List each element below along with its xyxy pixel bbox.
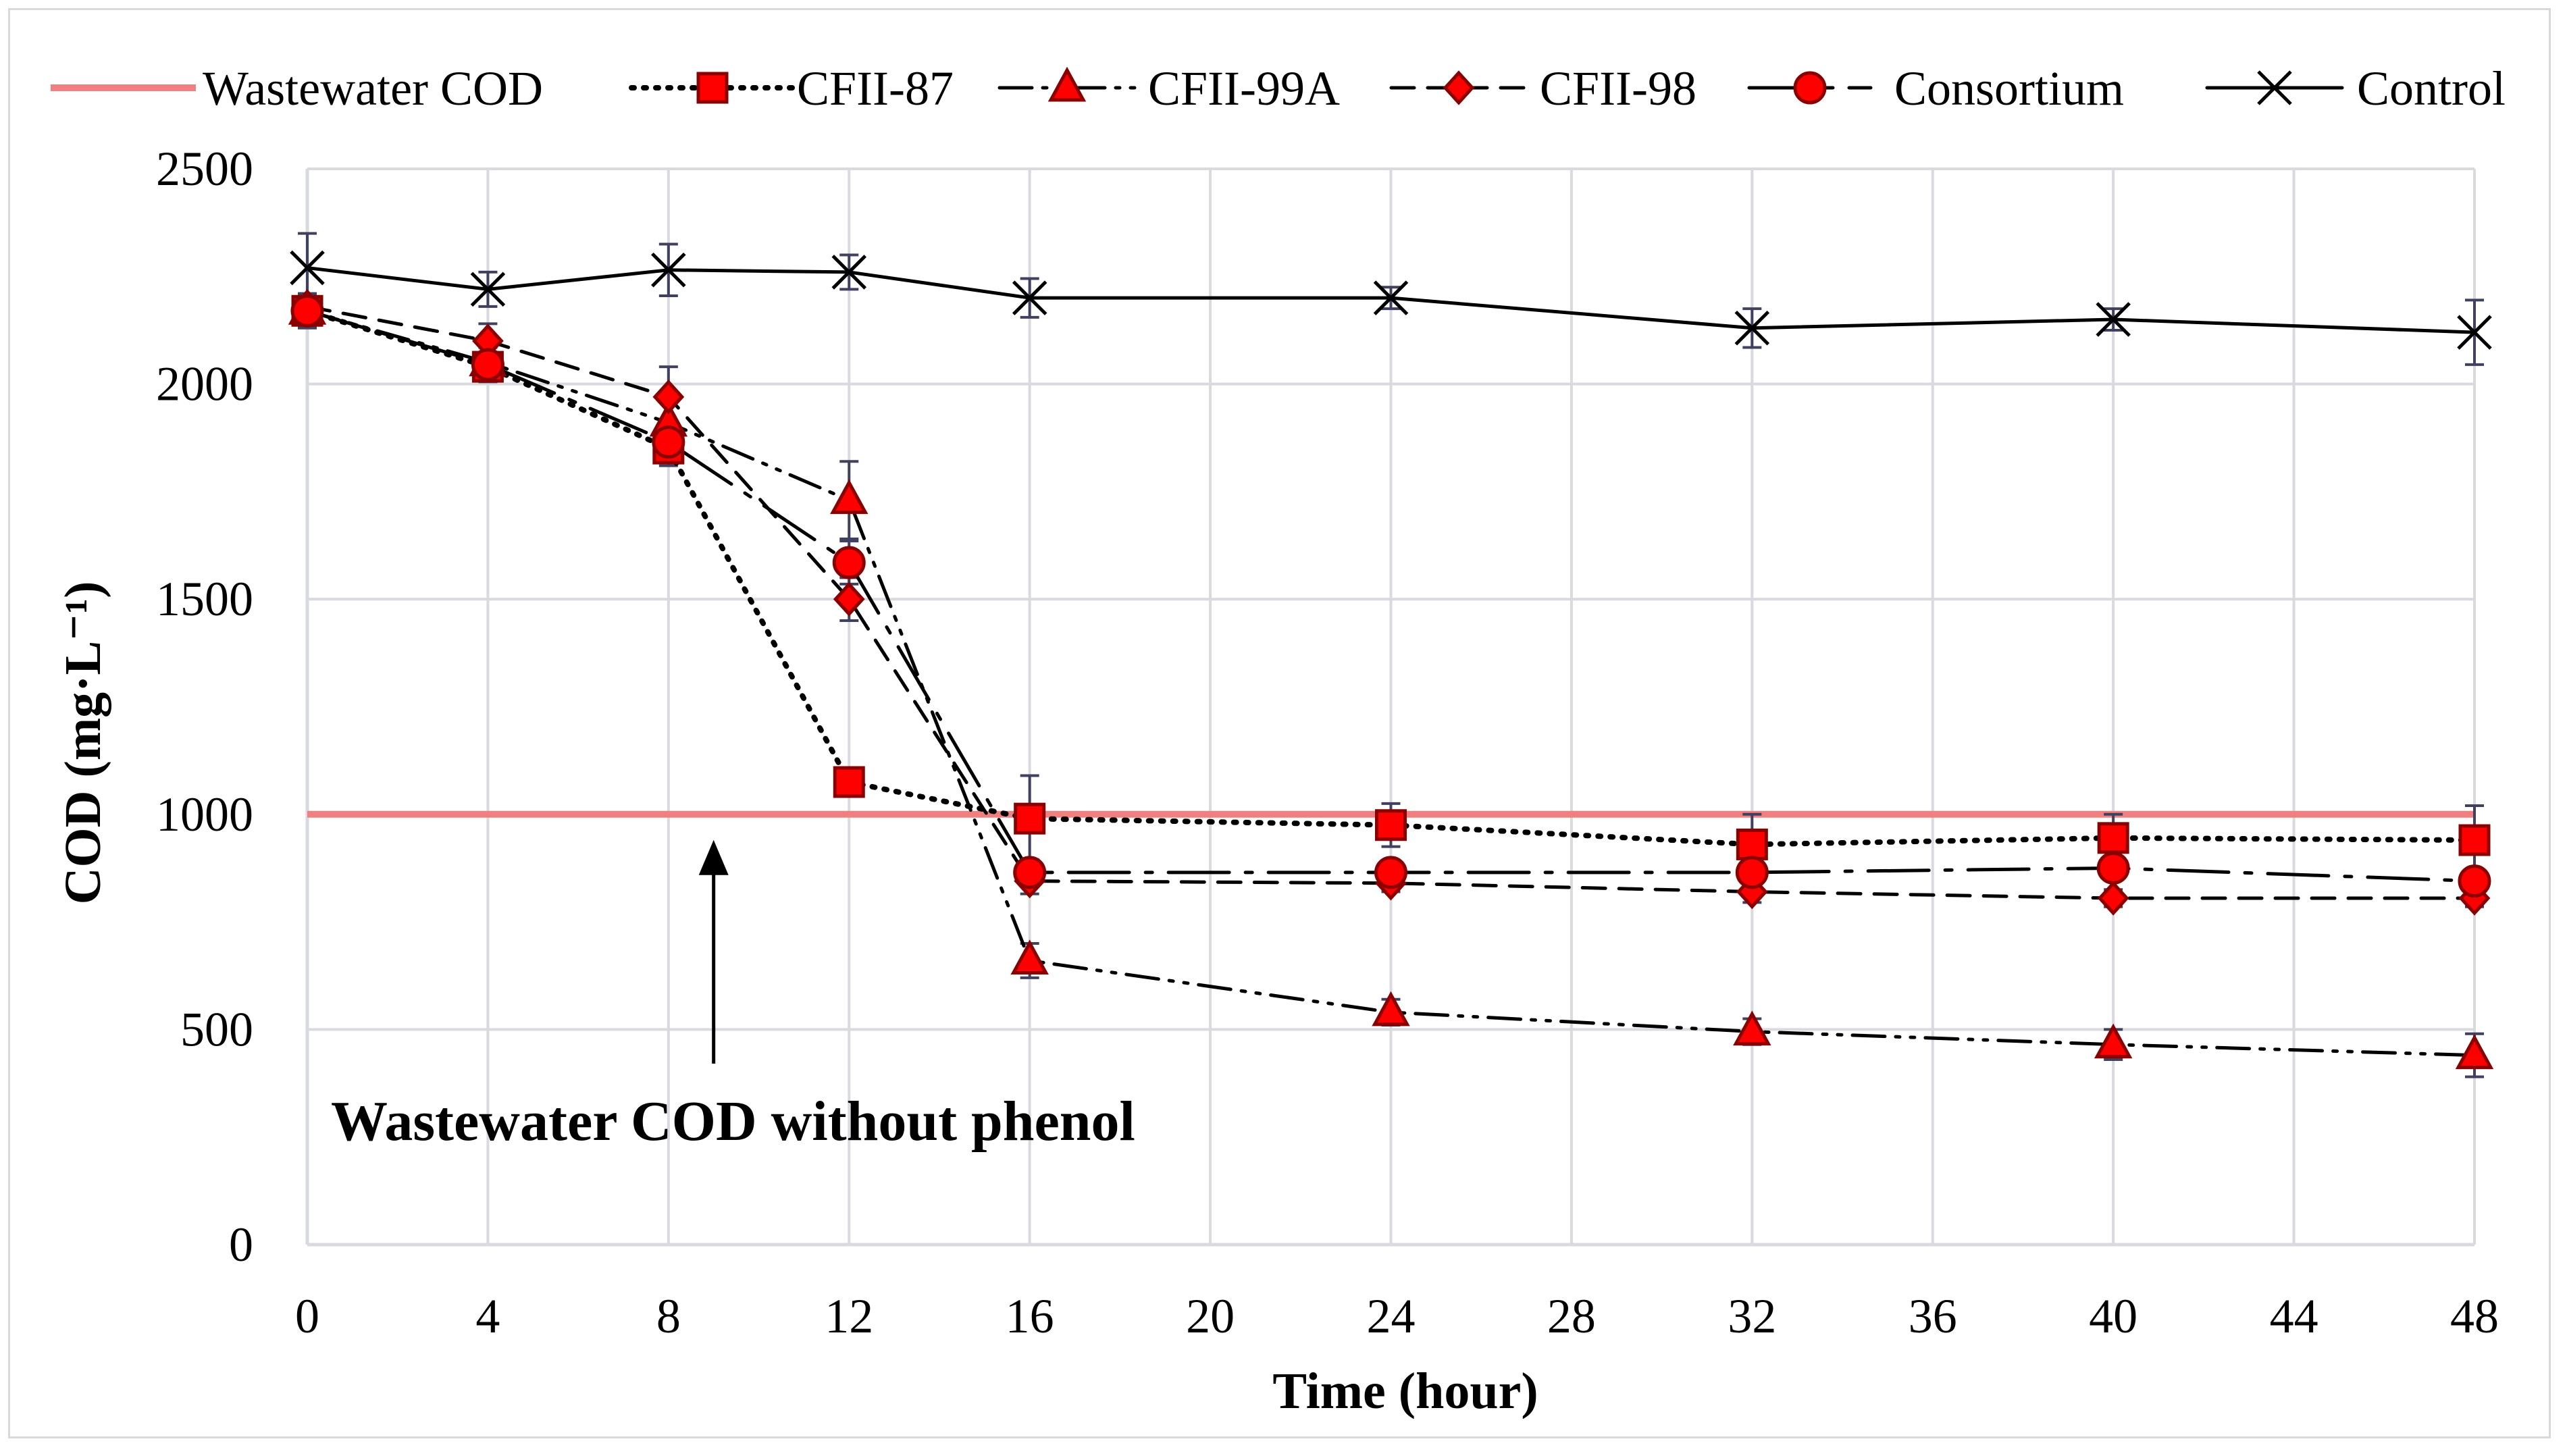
x-tick-label: 0 — [295, 1289, 319, 1343]
x-tick-label: 16 — [1006, 1289, 1054, 1343]
x-tick-label: 8 — [656, 1289, 681, 1343]
x-marker-stroke — [651, 252, 686, 288]
legend-label-cfii-98: CFII-98 — [1540, 61, 1696, 115]
data-point-cfii-98 — [652, 379, 685, 415]
x-tick-label: 40 — [2089, 1289, 2137, 1343]
y-tick-label: 500 — [180, 1002, 253, 1056]
data-point-cfii-87 — [1736, 828, 1768, 860]
legend-label-cfii-99a: CFII-99A — [1148, 61, 1340, 115]
annotation-layer: Wastewater COD without phenol — [331, 839, 1135, 1153]
data-point-cfii-87 — [2097, 822, 2129, 854]
annotation-arrow-head — [698, 839, 729, 875]
x-tick-label: 28 — [1547, 1289, 1596, 1343]
legend-marker-cfii-99a — [1047, 66, 1087, 102]
y-tick-label: 1500 — [156, 572, 253, 626]
data-point-control — [1734, 310, 1770, 346]
data-point-control — [2096, 302, 2131, 337]
x-marker-stroke — [2257, 70, 2292, 105]
y-tick-label: 0 — [229, 1218, 253, 1272]
data-point-cfii-98 — [833, 581, 865, 617]
legend-marker-consortium — [1793, 71, 1827, 105]
y-tick-label: 2000 — [156, 357, 253, 411]
x-marker-stroke — [290, 250, 325, 286]
legend-label-control: Control — [2357, 61, 2506, 115]
x-marker-stroke — [470, 271, 506, 307]
data-point-control — [651, 252, 686, 288]
axes: 0 4 8 12 16 20 24 28 32 36 40 44 4805001000150020002… — [156, 142, 2499, 1343]
y-tick-label: 1000 — [156, 787, 253, 841]
data-point-consortium — [1735, 856, 1769, 889]
y-axis-title: COD (mg·L⁻¹) — [55, 581, 111, 905]
x-tick-label: 12 — [825, 1289, 873, 1343]
annotation-label: Wastewater COD without phenol — [331, 1090, 1135, 1153]
grid — [307, 167, 2476, 1245]
y-tick-label: 2500 — [156, 142, 253, 196]
x-marker-stroke — [2096, 302, 2131, 337]
data-point-control — [2457, 315, 2492, 350]
data-point-cfii-99a — [1010, 939, 1049, 974]
data-point-consortium — [1374, 856, 1407, 889]
x-marker-stroke — [1373, 280, 1409, 315]
x-tick-label: 20 — [1186, 1289, 1235, 1343]
data-point-cfii-99a — [830, 479, 868, 515]
data-point-consortium — [2096, 851, 2130, 885]
legend-label-consortium: Consortium — [1894, 61, 2124, 115]
data-point-consortium — [2458, 864, 2491, 898]
data-point-consortium — [652, 425, 685, 459]
legend: Wastewater COD CFII-87 CFII-99A CFII-98 Cons… — [51, 61, 2506, 115]
data-point-control — [1012, 280, 1047, 315]
data-point-control — [470, 271, 506, 307]
x-tick-label: 36 — [1909, 1289, 1957, 1343]
legend-label-wastewater-cod: Wastewater COD — [203, 61, 543, 115]
legend-marker-cfii-98 — [1443, 70, 1475, 105]
data-point-cfii-87 — [2458, 824, 2491, 856]
series-markers — [288, 250, 2494, 1070]
x-marker-stroke — [831, 255, 867, 290]
data-point-cfii-87 — [1014, 802, 1046, 835]
data-point-control — [290, 250, 325, 286]
x-marker-stroke — [1012, 280, 1047, 315]
data-point-cfii-99a — [2094, 1023, 2133, 1059]
x-axis-title: Time (hour) — [1272, 1363, 1538, 1420]
series-line-cfii-98 — [305, 305, 2477, 900]
legend-marker-cfii-87 — [696, 72, 729, 104]
data-point-cfii-99a — [1372, 991, 1410, 1026]
x-tick-label: 48 — [2450, 1289, 2499, 1343]
x-tick-label: 44 — [2270, 1289, 2318, 1343]
data-point-consortium — [471, 348, 504, 382]
data-point-cfii-99a — [1733, 1010, 1771, 1046]
x-marker-stroke — [2457, 315, 2492, 350]
x-tick-label: 32 — [1728, 1289, 1776, 1343]
data-point-cfii-87 — [1375, 809, 1407, 841]
data-point-consortium — [1013, 856, 1047, 889]
data-point-cfii-87 — [833, 766, 865, 798]
chart-frame — [8, 8, 2551, 1438]
series-layer — [288, 232, 2494, 1078]
x-marker-stroke — [1734, 310, 1770, 346]
data-point-consortium — [832, 546, 866, 579]
x-tick-label: 24 — [1367, 1289, 1416, 1343]
data-point-consortium — [290, 294, 324, 328]
x-tick-label: 4 — [475, 1289, 500, 1343]
legend-marker-control — [2257, 70, 2292, 105]
data-point-cfii-98 — [2097, 881, 2129, 916]
data-point-control — [1373, 280, 1409, 315]
data-point-cfii-99a — [2455, 1034, 2494, 1070]
legend-label-cfii-87: CFII-87 — [797, 61, 954, 115]
data-point-control — [831, 255, 867, 290]
